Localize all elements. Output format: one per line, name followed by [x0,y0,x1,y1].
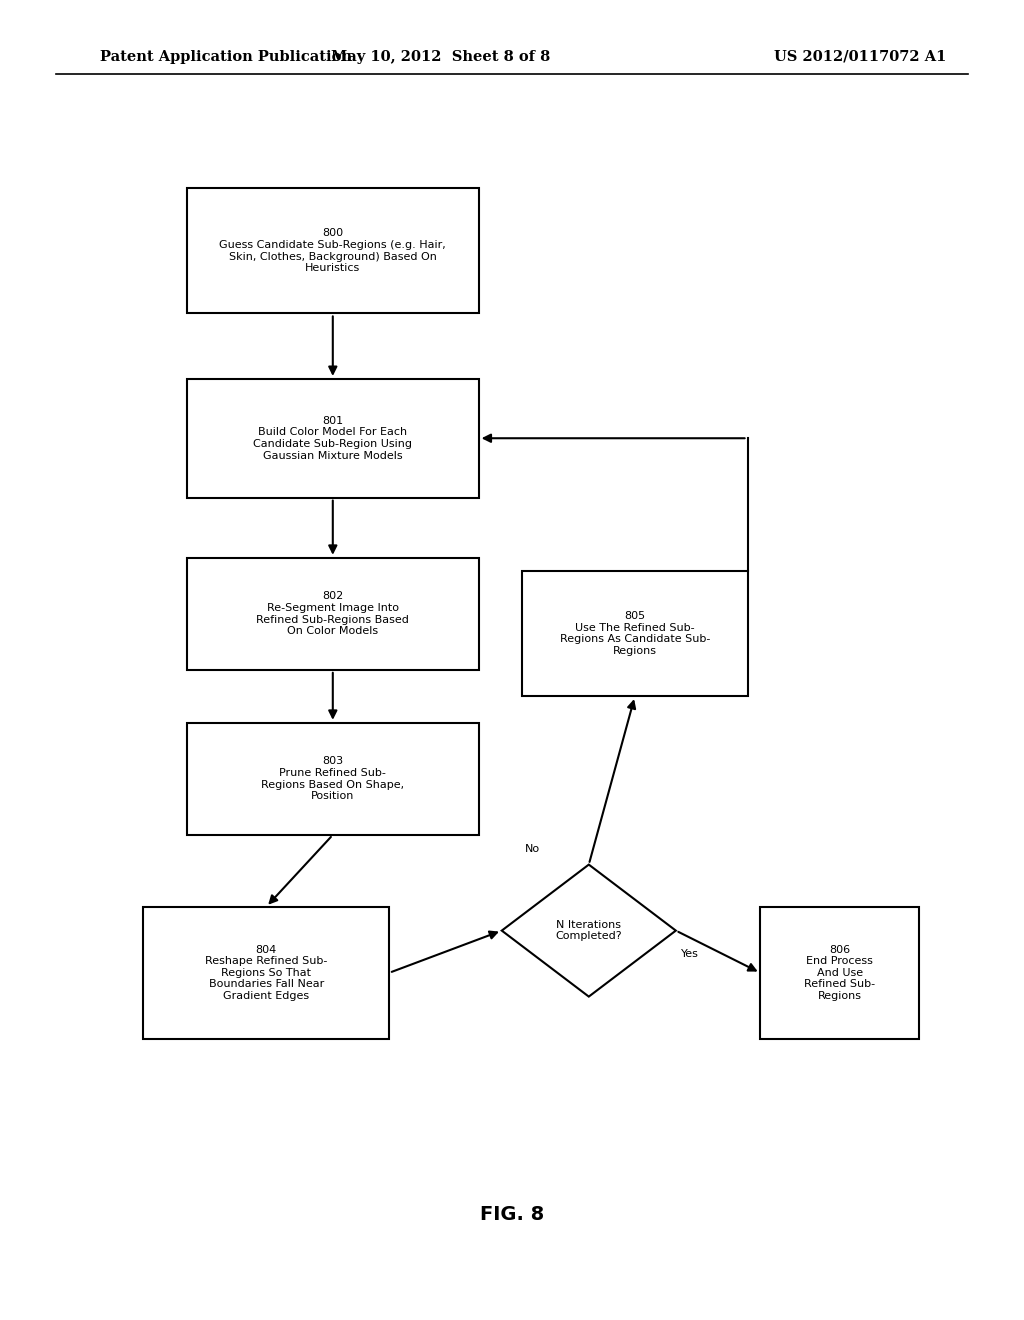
Text: 805
Use The Refined Sub-
Regions As Candidate Sub-
Regions: 805 Use The Refined Sub- Regions As Cand… [560,611,710,656]
Bar [522,570,748,697]
Text: 806
End Process
And Use
Refined Sub-
Regions: 806 End Process And Use Refined Sub- Reg… [804,945,876,1001]
Bar [187,723,479,836]
Text: Yes: Yes [681,949,698,960]
Text: 803
Prune Refined Sub-
Regions Based On Shape,
Position: 803 Prune Refined Sub- Regions Based On … [261,756,404,801]
Polygon shape [502,865,676,997]
Bar [187,557,479,671]
Text: No: No [525,843,540,854]
Bar [187,379,479,498]
Text: N Iterations
Completed?: N Iterations Completed? [555,920,623,941]
Bar [143,907,389,1039]
Text: FIG. 8: FIG. 8 [480,1205,544,1224]
Bar [187,187,479,313]
Text: May 10, 2012  Sheet 8 of 8: May 10, 2012 Sheet 8 of 8 [331,50,550,63]
Text: 804
Reshape Refined Sub-
Regions So That
Boundaries Fall Near
Gradient Edges: 804 Reshape Refined Sub- Regions So That… [205,945,328,1001]
Text: 801
Build Color Model For Each
Candidate Sub-Region Using
Gaussian Mixture Model: 801 Build Color Model For Each Candidate… [253,416,413,461]
Text: US 2012/0117072 A1: US 2012/0117072 A1 [774,50,946,63]
Text: 802
Re-Segment Image Into
Refined Sub-Regions Based
On Color Models: 802 Re-Segment Image Into Refined Sub-Re… [256,591,410,636]
Text: 800
Guess Candidate Sub-Regions (e.g. Hair,
Skin, Clothes, Background) Based On
: 800 Guess Candidate Sub-Regions (e.g. Ha… [219,228,446,273]
Text: Patent Application Publication: Patent Application Publication [100,50,352,63]
Bar [760,907,920,1039]
